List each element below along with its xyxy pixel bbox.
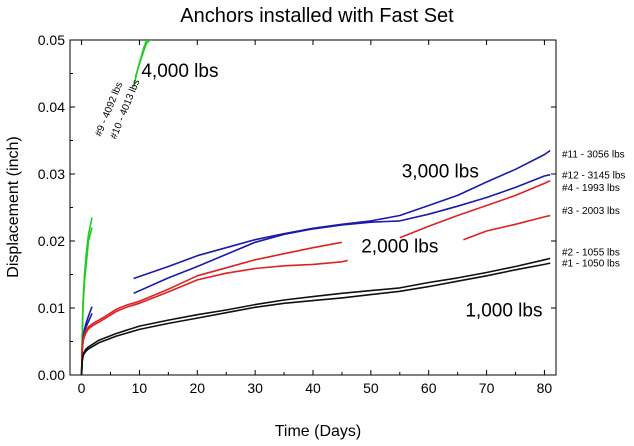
series-label: #2 - 1055 lbs [562,248,620,259]
load-annotation: 1,000 lbs [465,301,542,322]
chart-title: Anchors installed with Fast Set [180,5,454,27]
series-line-6-seg-1 [80,259,348,375]
series-line-2-seg-2 [134,40,152,78]
series-label: #11 - 3056 lbs [562,149,625,160]
series-line-8-seg-1 [80,262,551,375]
x-tick-label: 20 [189,380,205,396]
x-tick-label: 70 [479,380,495,396]
series-line-6-seg-2 [463,214,551,241]
y-tick-label: 0.02 [38,233,65,249]
x-tick-label: 10 [132,380,148,396]
series-line-3-seg-2 [133,149,551,280]
y-tick-label: 0.00 [38,367,65,383]
load-annotation: 3,000 lbs [402,161,479,182]
x-tick-label: 60 [421,380,437,396]
y-tick-label: 0.01 [38,300,65,316]
series-label: #12 - 3145 lbs [562,171,625,182]
y-tick-label: 0.05 [38,32,65,48]
x-tick-label: 30 [247,380,263,396]
load-annotation: 4,000 lbs [141,61,218,82]
plot-area: 0 10 20 30 40 50 60 70 80 0.00 0.01 0.02 0.03 0.04 0.0… [38,32,626,396]
series-line-4-seg-2 [133,173,551,295]
series-label: #3 - 2003 lbs [562,206,620,217]
series-line-7-seg-1 [80,257,551,375]
x-tick-label: 40 [305,380,321,396]
x-axis-label: Time (Days) [275,423,362,440]
series-label: #1 - 1050 lbs [562,258,620,269]
y-tick-label: 0.04 [38,99,65,115]
series-line-5-seg-2 [399,179,551,239]
x-tick-label: 0 [78,380,86,396]
series-line-5-seg-1 [80,241,343,375]
x-tick-label: 50 [363,380,379,396]
load-annotation: 2,000 lbs [361,236,438,257]
y-tick-label: 0.03 [38,166,65,182]
y-axis-label: Displacement (inch) [5,136,22,277]
series-label: #4 - 1993 lbs [562,183,620,194]
x-tick-label: 80 [537,380,553,396]
